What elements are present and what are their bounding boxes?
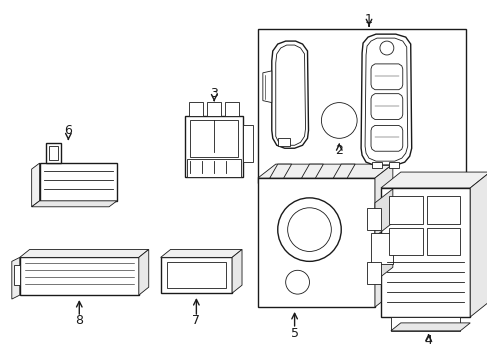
Polygon shape [380,172,488,188]
Bar [48,146,59,160]
Text: 1: 1 [365,13,372,26]
Polygon shape [370,94,402,120]
Bar [426,196,459,224]
Bar [243,125,252,162]
Polygon shape [232,249,242,293]
Text: 7: 7 [192,314,200,327]
Bar [388,196,422,224]
Bar [187,159,241,177]
Polygon shape [161,249,242,257]
Text: 8: 8 [75,314,83,327]
Circle shape [207,270,217,280]
Text: 5: 5 [290,327,298,340]
Polygon shape [374,234,392,281]
Circle shape [285,270,309,294]
Polygon shape [12,257,20,299]
Polygon shape [139,249,148,295]
Polygon shape [333,164,354,178]
Text: 6: 6 [64,124,72,137]
Polygon shape [374,164,392,307]
Polygon shape [275,45,305,145]
Text: 3: 3 [210,87,218,100]
Bar [388,162,398,168]
Polygon shape [271,41,308,148]
Text: 4: 4 [424,334,431,347]
Bar [366,262,380,284]
Bar [390,317,459,331]
Circle shape [321,103,356,138]
Bar [40,163,117,201]
Polygon shape [370,64,402,90]
Bar [380,188,469,317]
Bar [166,262,225,288]
Circle shape [175,270,185,280]
Bar [185,116,243,177]
Polygon shape [469,172,488,317]
Polygon shape [32,201,117,207]
Circle shape [287,208,331,251]
Circle shape [379,41,393,55]
Bar [161,257,232,293]
Bar [190,121,238,157]
Bar [426,228,459,255]
Polygon shape [269,164,291,178]
Polygon shape [32,163,40,207]
Bar [20,257,139,295]
Polygon shape [257,164,392,178]
Bar [370,233,392,264]
Polygon shape [365,38,407,161]
Polygon shape [20,249,148,257]
Circle shape [277,198,341,261]
Bar [14,265,20,285]
Bar [207,102,221,116]
Bar [257,29,466,183]
Bar [371,162,381,168]
Polygon shape [370,125,402,151]
Polygon shape [390,323,469,331]
Text: 2: 2 [335,144,343,157]
Bar [388,228,422,255]
Polygon shape [374,189,392,237]
Polygon shape [360,34,411,165]
Bar [366,208,380,230]
Polygon shape [301,164,323,178]
Polygon shape [263,71,271,103]
Bar [277,138,289,146]
Bar [224,102,239,116]
Bar [257,178,374,307]
Bar [45,143,61,163]
Bar [189,102,203,116]
